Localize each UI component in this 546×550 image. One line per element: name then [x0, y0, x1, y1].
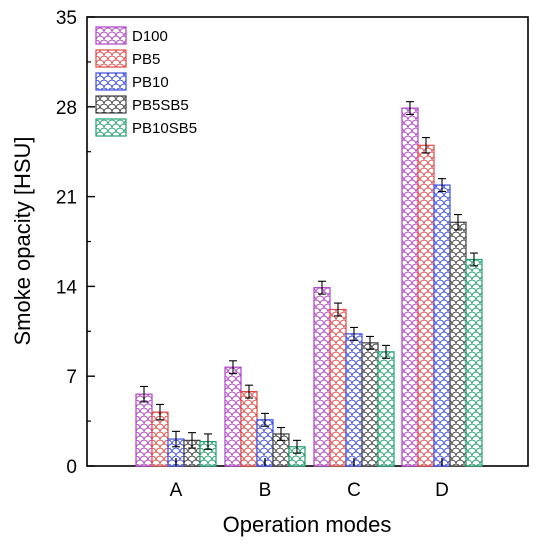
legend-swatch-PB10 [95, 72, 127, 91]
y-tick-label: 14 [56, 277, 78, 298]
error-bar-PB5-B [245, 384, 253, 399]
bar-D100-C [313, 287, 331, 467]
bar-PB5-B [240, 390, 258, 467]
error-bar-PB5-A [156, 403, 164, 421]
error-bar-PB10-A [172, 430, 180, 448]
legend-swatch-PB5 [95, 49, 127, 68]
y-tick-label: 28 [56, 98, 77, 119]
bar-D100-B [224, 366, 242, 467]
ticks-layer: 0 7 14 21 28 35 A B C D [56, 8, 449, 501]
bar-PB5-D [417, 144, 435, 467]
y-tick-label: 35 [56, 8, 77, 29]
x-tick-label: B [259, 480, 272, 501]
error-bar-PB5SB5-D [454, 214, 462, 231]
x-axis-title: Operation modes [223, 512, 392, 537]
legend-label-PB10: PB10 [132, 74, 169, 91]
error-bar-PB5SB5-A [188, 432, 196, 449]
error-bar-D100-C [318, 280, 326, 295]
bar-PB10SB5-C [377, 351, 395, 467]
bar-PB10-C [345, 333, 363, 467]
error-bar-PB5SB5-C [366, 335, 374, 350]
legend-label-PB5SB5: PB5SB5 [132, 97, 189, 114]
error-bar-PB5SB5-B [277, 426, 285, 441]
error-bar-PB10SB5-C [382, 344, 390, 359]
bar-PB10SB5-D [465, 258, 483, 467]
legend-label-PB5: PB5 [132, 51, 160, 68]
bar-D100-D [401, 107, 419, 467]
error-bar-D100-A [140, 385, 148, 403]
y-tick-label: 21 [56, 188, 77, 209]
error-bar-D100-D [406, 101, 414, 116]
x-tick-label: C [347, 480, 361, 501]
x-tick-label: D [435, 480, 449, 501]
legend: D100 PB5 PB10 PB5SB5 PB10SB5 [95, 26, 197, 137]
error-bar-PB5-D [422, 137, 430, 154]
bar-D100-A [135, 393, 153, 467]
legend-swatch-PB5SB5 [95, 95, 127, 114]
error-bar-PB10-C [350, 326, 358, 341]
y-tick-label: 0 [66, 457, 77, 478]
legend-label-D100: D100 [132, 28, 168, 45]
legend-swatch-D100 [95, 26, 127, 45]
bar-PB5SB5-D [449, 221, 467, 467]
error-bar-PB10SB5-A [204, 433, 212, 450]
bar-PB10-D [433, 184, 451, 467]
error-bar-PB5-C [334, 302, 342, 317]
bars-layer [135, 101, 483, 467]
error-bar-PB10SB5-B [293, 439, 301, 454]
error-bar-PB10-B [261, 412, 269, 427]
error-bar-PB10-D [438, 178, 446, 193]
x-tick-label: A [170, 480, 183, 501]
error-bar-PB10SB5-D [470, 252, 478, 267]
bar-PB5SB5-C [361, 342, 379, 467]
legend-swatch-PB10SB5 [95, 118, 127, 137]
bar-PB5-C [329, 308, 347, 467]
y-axis-title: Smoke opacity [HSU] [10, 136, 35, 345]
error-bar-D100-B [229, 360, 237, 375]
y-tick-label: 7 [66, 367, 77, 388]
legend-label-PB10SB5: PB10SB5 [132, 120, 197, 137]
